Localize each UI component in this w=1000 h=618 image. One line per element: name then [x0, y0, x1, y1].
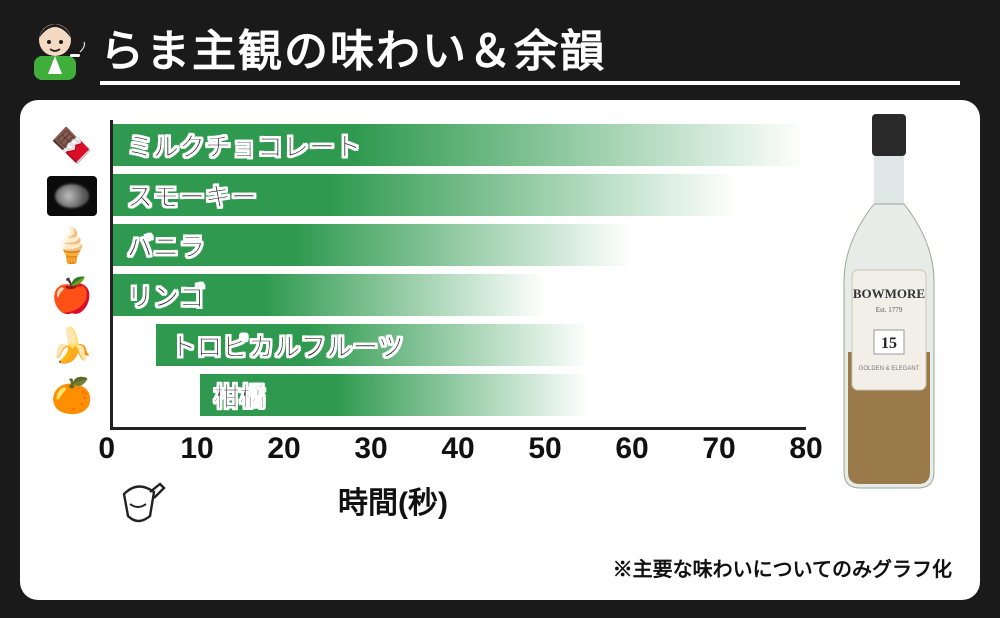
x-axis-label-row: 時間(秒) [110, 470, 806, 530]
chart-panel: 🍫 🍦 🍎 🍌 🍊 ミルクチョコレートスモーキーバニラリンゴトロピカルフルーツ柑橘 0 1… [20, 100, 980, 600]
flavor-row: バニラ [113, 220, 806, 270]
page-title-text: らま主観の味わい＆余韻 [100, 27, 606, 76]
flavor-row: スモーキー [113, 170, 806, 220]
flavor-label: バニラ [127, 227, 205, 264]
header: らま主観の味わい＆余韻 [20, 12, 980, 82]
x-tick: 70 [702, 432, 735, 466]
x-tick: 0 [98, 432, 115, 466]
vanilla-icon: 🍦 [44, 224, 100, 268]
frame: らま主観の味わい＆余韻 🍫 🍦 🍎 🍌 🍊 ミルクチョコレートスモーキーバニラリンゴトロ… [0, 0, 1000, 618]
x-axis-ticks: 01020304050607080 [110, 430, 806, 470]
bottle-subline-text: Est. 1779 [876, 306, 903, 314]
chart-area: 🍫 🍦 🍎 🍌 🍊 ミルクチョコレートスモーキーバニラリンゴトロピカルフルーツ柑橘 0 1… [44, 120, 956, 586]
author-avatar [20, 12, 90, 82]
flavor-bar: リンゴ [113, 274, 546, 316]
x-tick: 40 [441, 432, 474, 466]
flavor-label: ミルクチョコレート [127, 127, 361, 164]
flavor-bar: トロピカルフルーツ [156, 324, 589, 366]
page-title: らま主観の味わい＆余韻 [100, 15, 980, 79]
flavor-bar: ミルクチョコレート [113, 124, 806, 166]
tropical-icon: 🍌 [44, 324, 100, 368]
svg-text:GOLDEN & ELEGANT: GOLDEN & ELEGANT [859, 366, 920, 372]
smoke-icon [44, 174, 100, 218]
flavor-label: トロピカルフルーツ [170, 327, 403, 364]
chocolate-icon: 🍫 [44, 124, 100, 168]
flavor-icons-column: 🍫 🍦 🍎 🍌 🍊 [44, 120, 106, 586]
citrus-icon: 🍊 [44, 374, 100, 418]
x-tick: 50 [528, 432, 561, 466]
flavor-row: リンゴ [113, 270, 806, 320]
apple-icon: 🍎 [44, 274, 100, 318]
flavor-row: ミルクチョコレート [113, 120, 806, 170]
bottle-brand-text: BOWMORE [853, 286, 925, 301]
drinking-icon [110, 470, 170, 530]
title-underline [100, 81, 960, 85]
x-tick: 20 [267, 432, 300, 466]
x-axis-label: 時間(秒) [338, 478, 448, 522]
flavor-bar: バニラ [113, 224, 633, 266]
flavor-row: 柑橘 [113, 370, 806, 420]
flavor-label: 柑橘 [214, 377, 266, 414]
footnote: ※主要な味わいについてのみグラフ化 [613, 553, 952, 582]
plot-area: ミルクチョコレートスモーキーバニラリンゴトロピカルフルーツ柑橘 [110, 120, 806, 430]
flavor-label: スモーキー [127, 177, 257, 214]
flavor-bar: 柑橘 [200, 374, 590, 416]
flavor-row: トロピカルフルーツ [113, 320, 806, 370]
x-tick: 80 [789, 432, 822, 466]
product-bottle: BOWMORE Est. 1779 15 GOLDEN & ELEGANT [824, 112, 954, 492]
x-tick: 30 [354, 432, 387, 466]
flavor-label: リンゴ [127, 277, 205, 314]
flavor-bar: スモーキー [113, 174, 737, 216]
bottle-age-text: 15 [881, 335, 897, 352]
x-tick: 60 [615, 432, 648, 466]
x-tick: 10 [180, 432, 213, 466]
